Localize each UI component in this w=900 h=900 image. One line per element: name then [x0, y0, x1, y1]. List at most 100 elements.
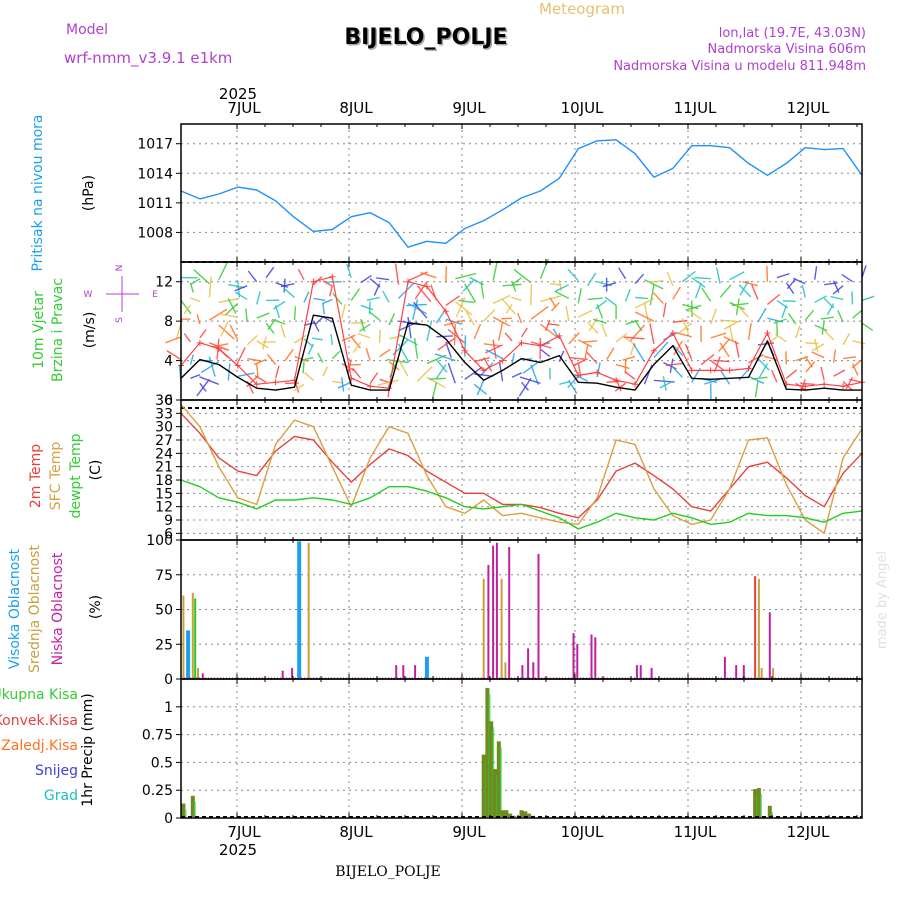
x-tick-label-top: 9JUL [452, 99, 486, 117]
meteogram-label: Meteogram [539, 0, 625, 18]
wind-arrow [539, 323, 558, 338]
wind-arrow [280, 324, 286, 339]
sfc-temp-ylabel: SFC Temp [48, 442, 64, 511]
wind-arrow [558, 350, 565, 362]
wind-arrow [331, 350, 341, 360]
wind-arrow [256, 340, 269, 349]
wind-gust-marker [461, 347, 468, 354]
wind-arrow [710, 332, 727, 339]
wind-arrow [547, 323, 560, 326]
wind-arrow [255, 363, 259, 378]
wind-arrow [505, 304, 513, 314]
wind-arrow [234, 285, 248, 292]
wind-arrow [199, 376, 220, 385]
cloud-bar [402, 665, 405, 678]
wind-arrow [360, 274, 372, 284]
wind-arrow [681, 270, 696, 283]
wind-arrow [615, 332, 628, 343]
wind-arrow [297, 268, 305, 281]
wind-ylabel-1: 10m Vjetar [31, 291, 47, 369]
wind-gust-marker [234, 362, 241, 369]
wind-arrow [351, 367, 362, 379]
wind-arrow [360, 304, 374, 311]
wind-arrow [786, 278, 797, 290]
wind-arrow [483, 343, 500, 347]
wind-arrow [429, 377, 446, 380]
data-layer [165, 139, 875, 818]
y-tick-label: 1014 [137, 166, 173, 182]
cloud-bar [508, 547, 511, 678]
wind-arrow [369, 372, 379, 384]
wind-arrow [738, 284, 752, 298]
wind-arrow [712, 359, 730, 363]
wind-arrow [350, 288, 361, 301]
precip-bar [508, 813, 513, 817]
wind-arrow [303, 291, 310, 303]
wind-arrow [587, 272, 597, 287]
wind-arrow [196, 378, 210, 397]
wind-arrow [511, 296, 522, 302]
pressure-ylabel: Pritisak na nivou mora [30, 114, 46, 271]
wind-arrow [511, 353, 515, 364]
wind-arrow [623, 336, 645, 340]
wind-arrow [379, 348, 391, 358]
wind-arrow [736, 304, 750, 318]
wind-arrow [652, 292, 664, 304]
wind-arrow [414, 281, 428, 300]
panel-frame [180, 678, 863, 819]
precip-bar-total [770, 811, 773, 817]
compass-south: S [115, 317, 125, 323]
wind-arrow [604, 296, 617, 306]
wind-arrow [190, 278, 201, 285]
y-tick-label: 1017 [137, 137, 173, 153]
wind-arrow [584, 344, 589, 360]
wind-arrow [327, 281, 342, 283]
model-name: wrf-nmm_v3.9.1 e1km [64, 49, 232, 68]
wind-arrow [445, 318, 462, 325]
wind-arrow [751, 376, 768, 380]
wind-arrow [360, 318, 366, 332]
cloud-bar [182, 595, 185, 678]
wind-arrow [382, 290, 390, 303]
wind-arrow [301, 356, 314, 361]
wind-arrow [691, 277, 706, 289]
precip-bar-total [759, 794, 762, 817]
wind-arrow [358, 323, 371, 332]
wind-arrow [341, 303, 346, 319]
wind-arrow [795, 325, 801, 339]
year-label-bottom: 2025 [219, 841, 257, 859]
wind-arrow [552, 328, 560, 340]
wind-arrow [587, 297, 603, 301]
wind-arrow [190, 373, 201, 379]
cloud-unit: (%) [88, 595, 104, 619]
wind-arrow [719, 284, 732, 298]
wind-arrow [357, 332, 371, 339]
wind-arrow [512, 277, 522, 285]
wind-arrow [485, 349, 503, 360]
high-cloud-ylabel: Visoka Oblacnost [7, 548, 23, 669]
wind-gust-marker [405, 278, 411, 285]
x-tick-label-bottom: 9JUL [452, 823, 486, 841]
wind-arrow [758, 363, 769, 378]
wind-arrow [785, 369, 798, 379]
wind-arrow [317, 352, 324, 363]
wind-arrow [544, 319, 551, 332]
wind-arrow [624, 370, 636, 380]
wind-arrow [462, 279, 475, 292]
wind-arrow [341, 377, 345, 392]
wind-arrow [218, 260, 229, 281]
cloud-bar [742, 665, 745, 678]
wind-arrow [568, 379, 578, 394]
wind-arrow [398, 334, 418, 346]
wind-gust-marker [802, 383, 809, 390]
wind-arrow [842, 356, 857, 360]
wind-arrow [554, 284, 570, 293]
wind-arrow [330, 333, 334, 345]
wind-arrow [565, 305, 570, 322]
legend-frozen-rain: Zaledj.Kisa [1, 738, 78, 754]
wind-arrow [723, 320, 740, 330]
wind-arrow [388, 361, 400, 371]
wind-gust-marker [575, 372, 582, 379]
legend-total-rain: Ukupna Kisa [0, 687, 78, 703]
axis-labels-layer: 7JUL 8JUL 9JUL 10JUL 11JUL 12JUL 7JUL 8JUL 9JUL 1… [137, 99, 830, 841]
